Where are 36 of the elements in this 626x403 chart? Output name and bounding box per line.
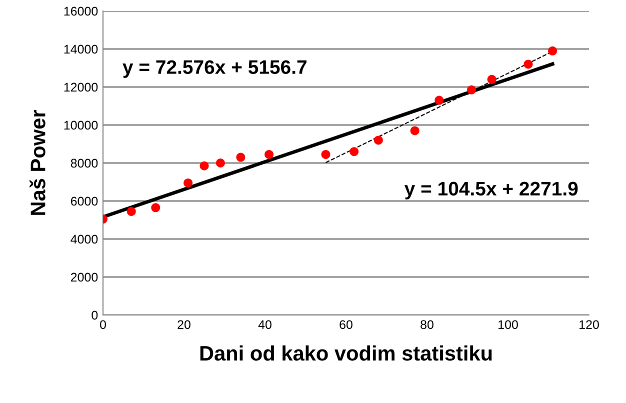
y-tick-label: 14000 xyxy=(64,44,98,54)
point xyxy=(434,96,444,105)
annotation: y = 72.576x + 5156.7 xyxy=(122,60,306,78)
y-tick-label: 2000 xyxy=(70,272,98,282)
x-tick-label: 20 xyxy=(178,320,190,330)
x-tick-label: 100 xyxy=(498,320,518,330)
y-axis-title: Naš Power xyxy=(30,110,46,215)
x-tick-label: 60 xyxy=(340,320,352,330)
point xyxy=(236,152,246,162)
point xyxy=(184,178,193,188)
point xyxy=(524,60,533,69)
point xyxy=(548,46,558,56)
point xyxy=(151,203,160,212)
y-tick-label: 8000 xyxy=(70,158,98,168)
y-tick-label: 4000 xyxy=(70,234,98,244)
x-tick-label: 40 xyxy=(258,320,272,330)
point xyxy=(321,150,330,159)
point xyxy=(487,74,496,84)
y-tick-label: 16000 xyxy=(64,6,98,16)
point xyxy=(264,150,274,159)
point xyxy=(126,206,136,216)
point xyxy=(350,147,359,156)
x-tick-label: 80 xyxy=(420,320,434,330)
x-axis-title: Dani od kako vodim statistiku xyxy=(200,345,492,361)
y-tick-label: 10000 xyxy=(64,120,98,130)
point xyxy=(200,161,209,170)
point xyxy=(374,136,383,145)
y-tick-label: 0 xyxy=(92,310,98,320)
annotation: y = 104.5x + 2271.9 xyxy=(404,182,578,200)
x-tick-label: 120 xyxy=(580,320,599,330)
x-tick-label: 0 xyxy=(100,320,106,330)
point xyxy=(410,126,420,136)
point xyxy=(216,158,225,168)
y-tick-label: 12000 xyxy=(64,82,98,92)
point xyxy=(467,85,476,94)
y-tick-label: 6000 xyxy=(70,196,98,206)
